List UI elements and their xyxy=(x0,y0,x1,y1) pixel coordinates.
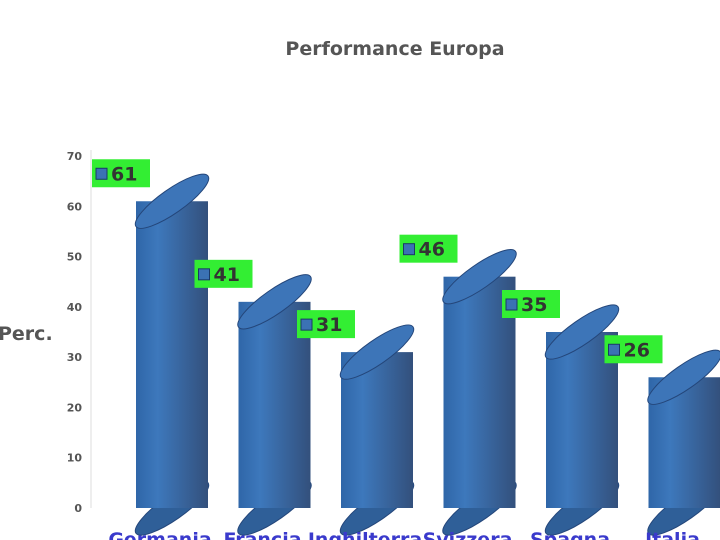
data-label-italia: 26 xyxy=(604,335,663,364)
data-label-inghilterra: 31 xyxy=(297,310,355,339)
data-label-value: 31 xyxy=(316,314,342,336)
y-tick-label: 10 xyxy=(67,452,83,465)
chart-title: Performance Europa xyxy=(285,38,504,60)
data-label-value: 46 xyxy=(419,239,445,261)
bar-francia xyxy=(237,274,312,536)
x-tick-label: Spagna xyxy=(530,529,610,540)
data-label-value: 41 xyxy=(214,264,240,286)
data-label-germania: 61 xyxy=(92,159,150,188)
x-tick-label: Svizzera xyxy=(423,529,513,540)
y-tick-label: 50 xyxy=(67,251,83,264)
y-tick-label: 30 xyxy=(67,351,83,364)
bars xyxy=(134,173,720,536)
x-tick-label: Francia xyxy=(223,529,301,540)
x-tick-label: Germania xyxy=(108,529,211,540)
x-tick-labels: Germania Francia Inghilterra Svizzera Spagna… xyxy=(108,529,700,540)
y-tick-label: 20 xyxy=(67,401,83,414)
data-label-value: 35 xyxy=(521,294,547,316)
y-tick-label: 70 xyxy=(67,150,83,163)
bar-germania xyxy=(134,173,210,536)
bar-italia xyxy=(647,349,720,536)
data-labels: 61 41 31 46 35 26 xyxy=(92,159,663,364)
x-tick-label: Italia xyxy=(645,529,700,540)
bar-spagna xyxy=(544,304,620,536)
bar-inghilterra xyxy=(339,324,415,536)
y-tick-labels: 0 10 20 30 40 50 60 70 xyxy=(67,150,83,515)
y-axis-label: Perc. xyxy=(0,323,53,345)
data-label-value: 26 xyxy=(624,339,650,361)
y-tick-label: 60 xyxy=(67,200,83,213)
data-label-spagna: 35 xyxy=(502,290,560,318)
bar-svizzera xyxy=(442,249,517,536)
y-tick-label: 40 xyxy=(67,301,83,314)
y-tick-label: 0 xyxy=(74,502,82,515)
data-label-value: 61 xyxy=(111,163,137,185)
x-tick-label: Inghilterra xyxy=(308,529,422,540)
data-label-francia: 41 xyxy=(194,259,253,288)
data-label-svizzera: 46 xyxy=(399,234,458,263)
